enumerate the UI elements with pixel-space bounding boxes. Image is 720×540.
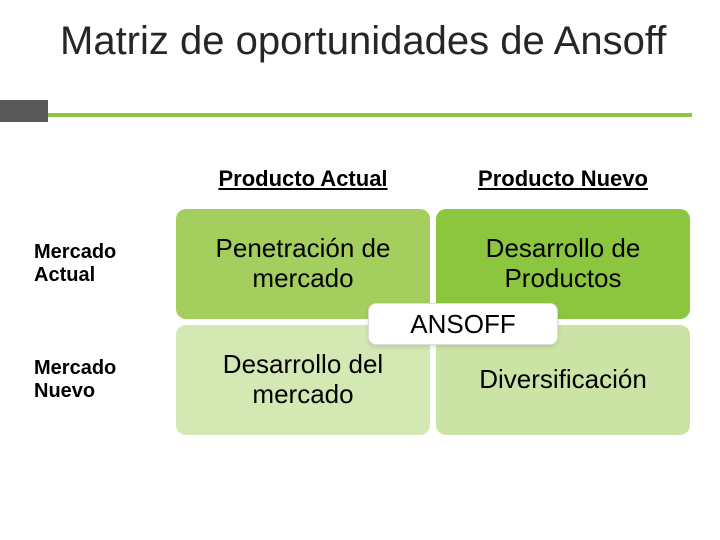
- row-header-mercado-actual: Mercado Actual: [30, 209, 170, 319]
- column-header-producto-nuevo: Producto Nuevo: [436, 155, 690, 203]
- corner-spacer: [30, 155, 170, 203]
- title-area: Matriz de oportunidades de Ansoff: [0, 0, 720, 64]
- title-underline: [48, 113, 692, 117]
- row-header-mercado-nuevo: Mercado Nuevo: [30, 325, 170, 435]
- ansoff-matrix: Producto Actual Producto Nuevo Mercado A…: [30, 155, 690, 435]
- center-badge-ansoff: ANSOFF: [368, 303, 558, 345]
- title-accent-bar: [0, 100, 48, 122]
- slide-title: Matriz de oportunidades de Ansoff: [60, 18, 720, 64]
- matrix-grid: Producto Actual Producto Nuevo Mercado A…: [30, 155, 690, 435]
- column-header-producto-actual: Producto Actual: [176, 155, 430, 203]
